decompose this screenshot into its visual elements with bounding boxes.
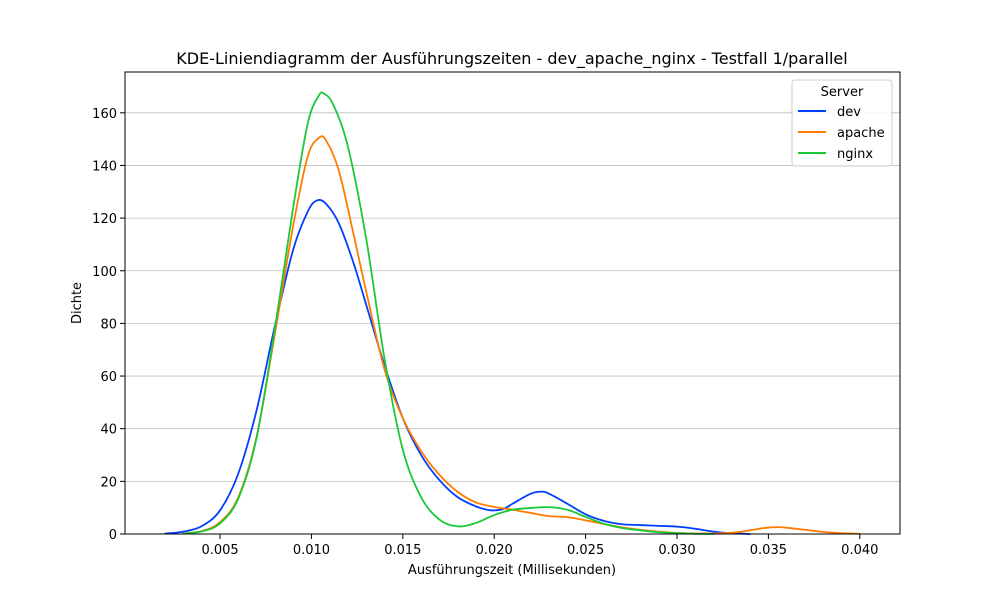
legend-title: Server [821, 85, 864, 100]
x-tick-label: 0.010 [293, 543, 330, 558]
series-line-dev [164, 199, 752, 535]
y-axis: 0 20 40 60 80 100 120 140 160 [92, 107, 125, 543]
x-axis: 0.005 0.010 0.015 0.020 0.025 0.030 0.035 0.040 [201, 534, 878, 558]
x-tick-label: 0.015 [384, 543, 421, 558]
y-tick-label: 40 [100, 423, 117, 438]
y-axis-title: Dichte [70, 282, 85, 324]
y-tick-label: 80 [100, 317, 117, 332]
y-tick-label: 0 [109, 528, 117, 543]
legend-label-nginx: nginx [837, 147, 873, 162]
series-line-nginx [182, 91, 715, 535]
y-tick-label: 20 [100, 475, 117, 490]
x-tick-label: 0.005 [201, 543, 238, 558]
series-line-apache [182, 135, 861, 535]
x-tick-label: 0.035 [750, 543, 787, 558]
series-lines [164, 91, 861, 535]
legend-label-dev: dev [837, 105, 861, 120]
y-tick-label: 160 [92, 107, 117, 122]
chart-title: KDE-Liniendiagramm der Ausführungszeiten… [176, 49, 847, 69]
plot-frame [124, 71, 901, 535]
x-tick-label: 0.040 [841, 543, 878, 558]
legend-label-apache: apache [837, 126, 885, 141]
legend-box [791, 79, 893, 167]
gridlines [125, 112, 900, 535]
x-tick-label: 0.025 [567, 543, 604, 558]
y-tick-label: 60 [100, 370, 117, 385]
y-tick-label: 140 [92, 159, 117, 174]
x-tick-label: 0.020 [476, 543, 513, 558]
x-axis-title: Ausführungszeit (Millisekunden) [408, 563, 616, 578]
legend: Server dev apache nginx [791, 79, 893, 167]
y-tick-label: 120 [92, 212, 117, 227]
x-tick-label: 0.030 [658, 543, 695, 558]
y-tick-label: 100 [92, 265, 117, 280]
